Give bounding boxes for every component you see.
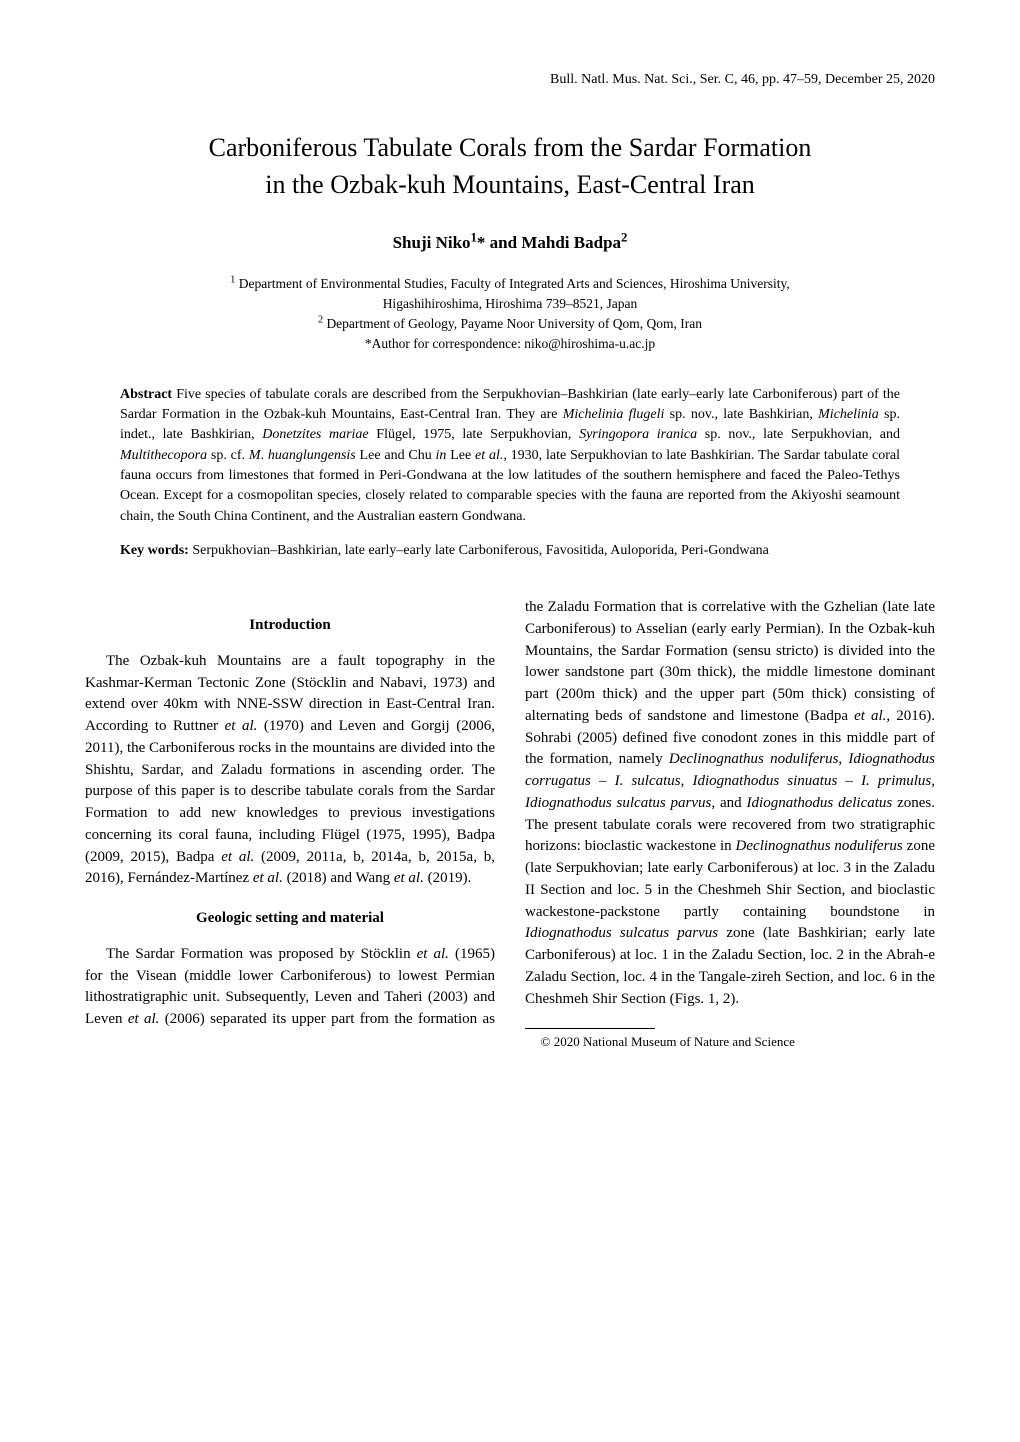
abstract-text-2: sp. nov., late Bashkirian, (664, 407, 818, 422)
intro-text-b: (1970) and Leven and Gorgij (2006, 2011)… (85, 718, 495, 865)
affil-2-text: Department of Geology, Payame Noor Unive… (323, 316, 702, 331)
abstract-text-7: Lee and Chu (356, 448, 436, 463)
species-idiognathodus-delicatus: Idiognathodus delicatus (747, 795, 893, 811)
species-i-primulus: I. primulus (861, 773, 931, 789)
etal-intro-3: et al. (253, 870, 283, 886)
corr-star: * (365, 336, 372, 351)
abstract-text-6: sp. cf. (207, 448, 249, 463)
species-idiognathodus-sinuatus: Idiognathodus sinuatus (693, 773, 838, 789)
abstract-text-8: Lee (446, 448, 475, 463)
species-declinognathus-2: Declinognathus noduliferus (736, 838, 903, 854)
author-1-name: Shuji Niko (393, 233, 471, 252)
intro-text-d: (2018) and Wang (283, 870, 394, 886)
etal-intro-1: et al. (225, 718, 258, 734)
species-donetzites-mariae: Donetzites mariae (262, 427, 368, 442)
authors-line: Shuji Niko1* and Mahdi Badpa2 (85, 231, 935, 256)
etal-intro-4: et al. (394, 870, 424, 886)
geo-and: , and (711, 795, 746, 811)
abstract-body: Five species of tabulate corals are desc… (120, 387, 900, 524)
geo-dash-1: – (591, 773, 615, 789)
geo-text-a: The Sardar Formation was proposed by Stö… (106, 946, 417, 962)
intro-text-e: (2019). (424, 870, 472, 886)
author-conjunction: and (485, 233, 521, 252)
article-title: Carboniferous Tabulate Corals from the S… (85, 130, 935, 203)
etal-geo-3: et al. (854, 708, 886, 724)
geo-comma-2: , (681, 773, 693, 789)
abstract-block: Abstract Five species of tabulate corals… (120, 385, 900, 527)
species-michelinia-flugeli: Michelinia flugeli (563, 407, 665, 422)
in-italic: in (436, 448, 447, 463)
species-idiognathodus-sulcatus-parvus-2: Idiognathodus sulcatus parvus (525, 925, 718, 941)
abstract-text-5: sp. nov., late Serpukhovian, and (697, 427, 900, 442)
author-2-name: Mahdi Badpa (521, 233, 621, 252)
etal-abstract: et al. (475, 448, 503, 463)
title-line-2: in the Ozbak-kuh Mountains, East-Central… (265, 170, 755, 199)
abstract-text-4: Flügel, 1975, late Serpukhovian, (369, 427, 579, 442)
species-syringopora-iranica: Syringopora iranica (579, 427, 697, 442)
species-idiognathodus-sulcatus-parvus-1: Idiognathodus sulcatus parvus (525, 795, 711, 811)
keywords-text: Serpukhovian–Bashkirian, late early–earl… (189, 543, 769, 558)
corresponding-author: Author for correspondence: niko@hiroshim… (372, 336, 655, 351)
body-columns: Introduction The Ozbak-kuh Mountains are… (85, 597, 935, 1052)
species-i-sulcatus: I. sulcatus (615, 773, 681, 789)
species-multithecopora: Multithecopora (120, 448, 207, 463)
introduction-paragraph: The Ozbak-kuh Mountains are a fault topo… (85, 651, 495, 890)
title-line-1: Carboniferous Tabulate Corals from the S… (209, 133, 812, 162)
abstract-dot: . (261, 448, 268, 463)
keywords-label: Key words: (120, 543, 189, 558)
section-heading-introduction: Introduction (85, 615, 495, 637)
species-huanglungensis: huanglungensis (268, 448, 356, 463)
affiliations-block: 1 Department of Environmental Studies, F… (85, 274, 935, 355)
affil-1-text: Department of Environmental Studies, Fac… (235, 276, 789, 291)
section-heading-geologic: Geologic setting and material (85, 908, 495, 930)
geo-comma-3: , (931, 773, 935, 789)
species-m: M (249, 448, 261, 463)
running-header: Bull. Natl. Mus. Nat. Sci., Ser. C, 46, … (85, 70, 935, 90)
footnote-rule (525, 1028, 655, 1029)
species-michelinia: Michelinia (818, 407, 879, 422)
etal-intro-2: et al. (221, 849, 254, 865)
geo-dash-2: – (837, 773, 861, 789)
geo-comma-1: , (838, 751, 848, 767)
copyright-footnote: © 2020 National Museum of Nature and Sci… (525, 1033, 935, 1052)
etal-geo-1: et al. (417, 946, 449, 962)
etal-geo-2: et al. (128, 1011, 160, 1027)
author-2-affil-sup: 2 (621, 230, 627, 244)
keywords-block: Key words: Serpukhovian–Bashkirian, late… (120, 541, 900, 561)
abstract-label: Abstract (120, 387, 172, 402)
species-declinognathus-1: Declinognathus noduliferus (669, 751, 839, 767)
affil-1-line-2: Higashihiroshima, Hiroshima 739–8521, Ja… (383, 296, 638, 311)
